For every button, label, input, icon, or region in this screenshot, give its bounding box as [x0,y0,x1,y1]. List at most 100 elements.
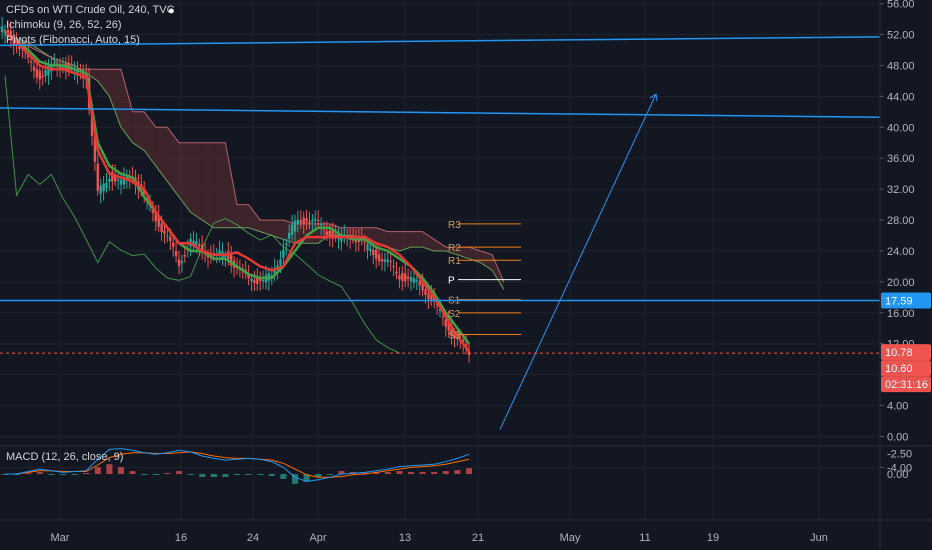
candle-body [99,185,102,194]
time-tick-label: 24 [247,532,259,544]
candle-body [279,259,282,265]
candle-body [412,278,416,283]
candle-body [380,259,384,262]
arrow-head-icon [649,93,658,102]
trendline[interactable] [499,93,657,430]
macd-line [5,448,470,482]
candle-body [288,232,291,239]
candle-body [0,26,4,32]
cloud-segment [237,204,249,228]
macd-pane[interactable] [2,448,472,484]
macd-histogram-bar [268,474,275,476]
cloud-segment [248,204,261,232]
candle-body [76,69,79,76]
candle-body [253,280,256,284]
candle-body [116,179,120,181]
cloud-segment [387,231,400,251]
time-tick-label: 19 [707,532,719,544]
price-tick-label: 4.00 [887,401,908,413]
cloud-segment [179,142,191,213]
candle-body [38,70,41,80]
cloud-segment [411,231,423,248]
trendlines[interactable] [0,36,881,430]
time-tick-label: Jun [810,532,828,544]
candle-body [151,209,155,214]
candle-body [32,66,36,71]
candle-body [296,219,300,225]
candle-body [114,174,117,182]
macd-histogram-bar [71,474,78,475]
candle-body [183,254,186,257]
price-tick-label: 0.00 [887,432,908,444]
candle-body [401,273,404,281]
candle-body [169,236,172,242]
candle-body [415,280,418,282]
candle-body [430,294,433,300]
macd-histogram-bar [442,471,449,474]
candle-body [157,214,160,227]
trendline[interactable] [0,36,881,47]
candle-body [50,63,53,72]
macd-histogram-bar [431,472,438,474]
cloud-segment [109,69,121,128]
candle-body [462,340,465,342]
market-closed-icon: ● [168,5,175,17]
chart-grid [0,0,880,520]
cloud-segment [202,142,214,228]
candle-body [453,333,456,338]
candle-body [256,277,259,284]
time-tick-label: Apr [309,532,326,544]
candle-body [395,271,398,274]
candle-body [35,68,39,78]
candle-body [314,218,317,221]
candle-body [160,223,163,233]
price-tick-label: 28.00 [887,215,915,227]
cloud-segment [376,227,388,248]
price-tick-label: 56.00 [887,0,915,11]
pivot-label-r3: R3 [448,220,461,231]
candle-body [418,280,421,286]
candle-body [166,235,169,237]
candle-body [438,309,442,312]
candle-body [218,250,221,256]
candle-body [282,249,285,258]
pivots-legend[interactable]: Pivots (Fibonacci, Auto, 15) [6,34,140,46]
macd-histogram-bar [36,472,43,474]
candle-body [18,46,21,49]
candle-body [102,183,105,192]
time-tick-label: Mar [51,532,70,544]
macd-histogram-bar [94,467,101,474]
macd-histogram-bar [48,474,55,475]
trendline[interactable] [0,107,881,118]
candle-body [44,70,47,77]
candle-body [406,276,410,279]
candle-body [174,251,178,257]
macd-histogram-bar [280,474,287,479]
pivot-label-s3: S3 [448,330,461,341]
cloud-segment [445,247,458,255]
macd-histogram-bar [222,474,229,477]
candle-body [427,293,430,300]
ichimoku-legend[interactable]: Ichimoku (9, 26, 52, 26) [6,19,122,31]
macd-legend[interactable]: MACD (12, 26, close, 9) [6,451,124,463]
cloud-segment [260,220,272,236]
candle-body [177,259,181,267]
macd-histogram-bar [373,472,380,474]
macd-histogram-bar [118,467,124,474]
candle-body [441,316,445,318]
candle-body [302,217,305,225]
symbol-title[interactable]: CFDs on WTI Crude Oil, 240, TVC [6,4,175,16]
candle-body [389,261,392,263]
macd-histogram-bar [83,473,90,475]
candle-body [224,255,227,257]
candle-body [250,278,253,282]
candle-body [404,273,407,282]
price-tick-label: 16.00 [887,308,915,320]
candle-body [261,279,265,282]
candle-body [383,259,387,262]
candle-body [29,61,33,63]
cloud-segment [225,142,237,228]
macd-histogram-bar [245,474,252,475]
